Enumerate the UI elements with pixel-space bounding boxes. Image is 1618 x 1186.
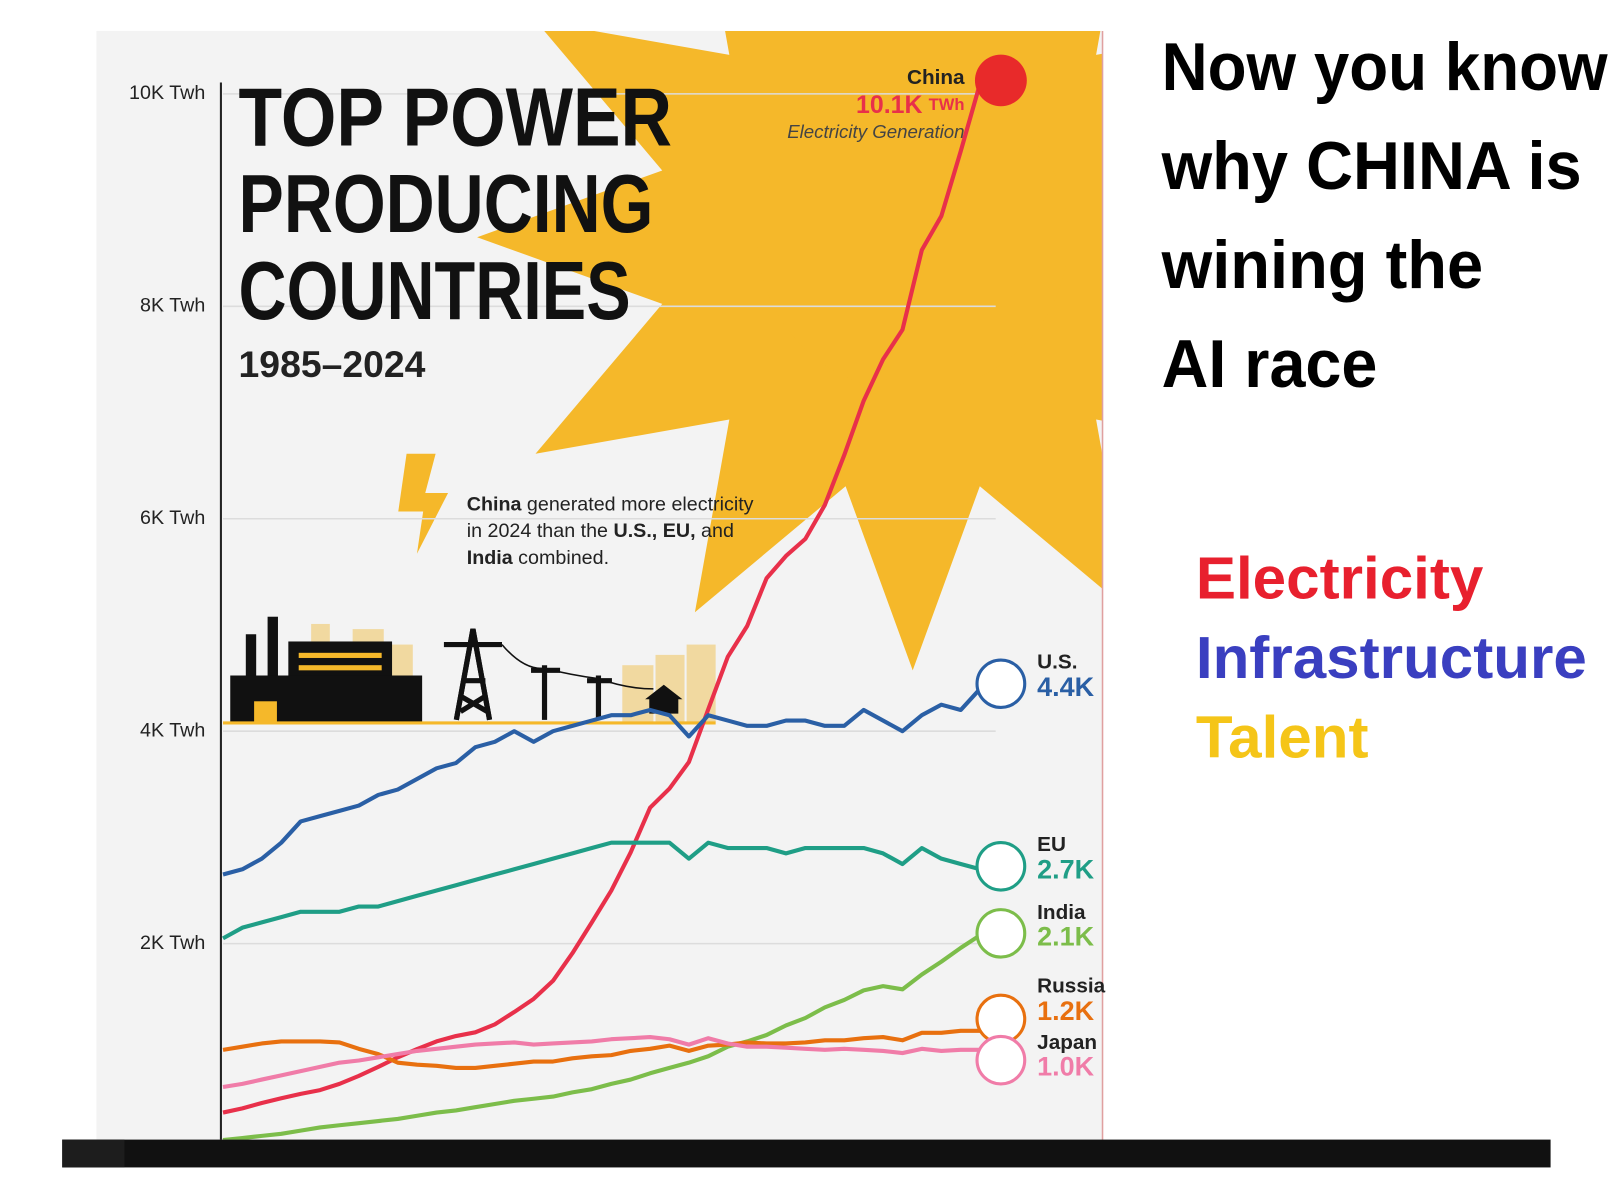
plot: 2K Twh 4K Twh 6K Twh 8K Twh 10K Twh China 10.1… bbox=[129, 54, 1106, 1140]
legend-label: U.S. bbox=[1037, 651, 1077, 674]
headline: AI race bbox=[1162, 326, 1378, 402]
headline: wining the bbox=[1161, 227, 1483, 303]
flag bbox=[975, 841, 1027, 892]
value-number: 10.1K bbox=[856, 92, 922, 119]
series-line bbox=[222, 933, 982, 1140]
sun bbox=[477, 30, 1103, 671]
value-label: 2.7K bbox=[1037, 855, 1095, 885]
progress-bar bbox=[62, 1139, 1551, 1168]
sun-core bbox=[757, 82, 1069, 392]
keyword: Electricity bbox=[1196, 545, 1484, 612]
chart-title: COUNTRIES bbox=[239, 244, 631, 337]
value-label: 2.1K bbox=[1037, 922, 1095, 952]
value-label: 1.2K bbox=[1037, 996, 1095, 1026]
series-line bbox=[221, 840, 981, 941]
value-label: 4.4K bbox=[1037, 672, 1095, 702]
y-tick-label: 6K Twh bbox=[140, 507, 205, 529]
annotation-part: China bbox=[467, 494, 523, 516]
legend-label: Russia bbox=[1037, 974, 1105, 997]
headline: why CHINA is bbox=[1161, 128, 1582, 204]
flag bbox=[974, 54, 1027, 107]
legend-label: India bbox=[1037, 901, 1086, 924]
annotation-part: and bbox=[696, 520, 734, 542]
annotation: in 2024 than the U.S., EU, and bbox=[467, 520, 734, 542]
legend-label: China bbox=[907, 66, 965, 89]
keyword: Talent bbox=[1196, 703, 1369, 770]
legend-label: Japan bbox=[1037, 1031, 1097, 1054]
series-line bbox=[222, 1028, 981, 1070]
annotation-part: combined. bbox=[513, 547, 609, 569]
annotation: China generated more electricity bbox=[467, 494, 754, 516]
legend-label: EU bbox=[1037, 833, 1066, 856]
flag bbox=[975, 1034, 1027, 1086]
flag bbox=[975, 658, 1027, 710]
value-label: 1.0K bbox=[1037, 1052, 1095, 1082]
y-tick-label: 4K Twh bbox=[140, 719, 205, 741]
y-tick-label: 8K Twh bbox=[140, 295, 205, 317]
bolt-icon bbox=[398, 453, 449, 554]
annotation-part: generated more electricity bbox=[521, 494, 753, 516]
annotation-part: in 2024 than the bbox=[467, 520, 614, 542]
progress-fill bbox=[62, 1139, 125, 1168]
series-line bbox=[222, 1035, 981, 1090]
series-line bbox=[222, 687, 982, 877]
chart-title: PRODUCING bbox=[239, 157, 654, 250]
value-label: 10.1K TWh bbox=[856, 92, 965, 119]
annotation-part: U.S., EU, bbox=[613, 520, 695, 542]
annotation: India combined. bbox=[467, 547, 609, 569]
annotation-part: India bbox=[467, 547, 514, 569]
y-tick-label: 10K Twh bbox=[129, 82, 205, 104]
series-line bbox=[222, 82, 983, 1115]
chart-subtitle: 1985–2024 bbox=[239, 343, 426, 385]
chart-title: TOP POWER bbox=[239, 71, 673, 164]
keyword: Infrastructure bbox=[1196, 624, 1587, 691]
caption: Electricity Generation bbox=[787, 121, 964, 142]
illustration bbox=[222, 616, 716, 725]
flag bbox=[975, 908, 1027, 959]
lines bbox=[221, 82, 983, 1140]
y-tick-label: 2K Twh bbox=[140, 932, 205, 954]
headline: Now you know bbox=[1162, 29, 1609, 105]
value-unit: TWh bbox=[929, 96, 965, 115]
